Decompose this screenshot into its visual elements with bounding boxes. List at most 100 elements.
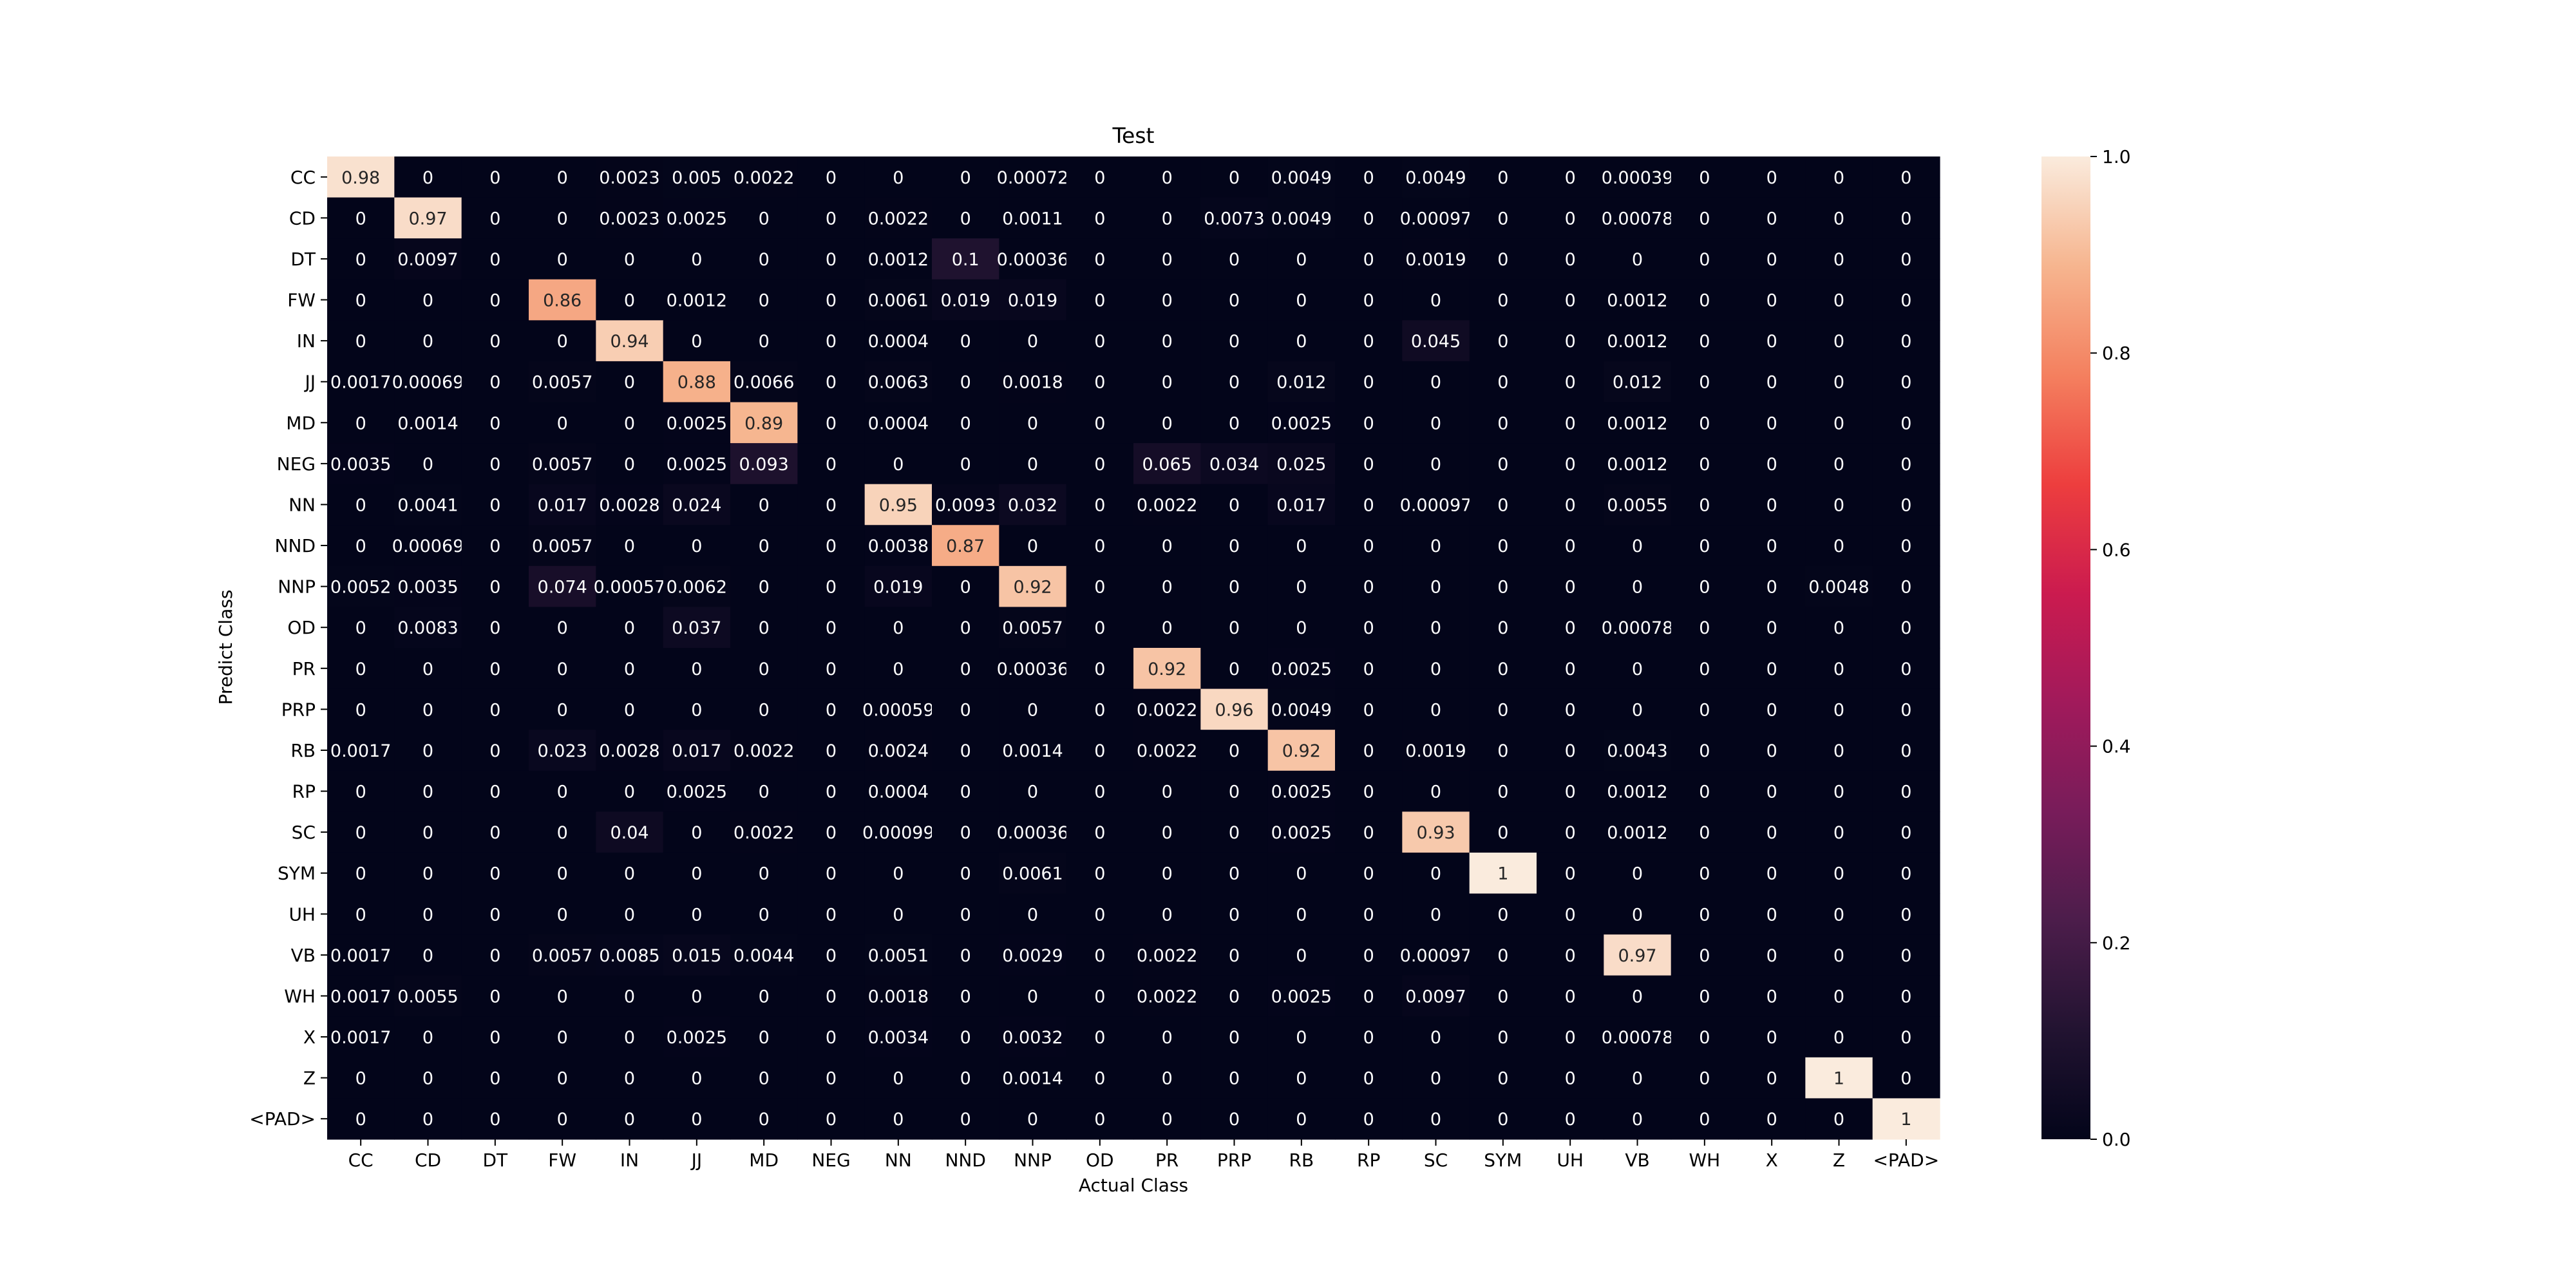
cell-label: 0: [1363, 905, 1374, 925]
heatmap-cell: [327, 648, 395, 690]
cell-label: 0.0023: [599, 209, 659, 229]
cell-label: 0: [1900, 700, 1911, 720]
cell-label: 0: [1565, 250, 1576, 270]
heatmap-cell: [1872, 279, 1940, 321]
heatmap-cell: [327, 238, 395, 280]
cell-label: 0.94: [610, 332, 649, 352]
heatmap-cell: [394, 1057, 462, 1099]
heatmap-cell: [1469, 525, 1537, 567]
heatmap-cell: [1738, 893, 1806, 935]
cell-label: 0.00099: [862, 823, 934, 843]
cell-label: 0: [1296, 578, 1307, 598]
cell-label: 0.0004: [868, 413, 929, 433]
heatmap-cell: [1671, 648, 1739, 690]
heatmap-cell: [529, 279, 596, 321]
cell-label: 0.0049: [1271, 700, 1332, 720]
cell-label: 0: [826, 782, 837, 802]
heatmap-cell: [1469, 361, 1537, 403]
cell-label: 0: [1833, 536, 1844, 556]
heatmap-cell: [1200, 320, 1269, 362]
cell-label: 0: [1162, 782, 1173, 802]
cell-label: 0: [1833, 250, 1844, 270]
heatmap-cell: [932, 730, 999, 772]
cell-label: 0: [759, 905, 770, 925]
cell-label: 0: [1900, 578, 1911, 598]
y-tick-label: DT: [290, 249, 316, 270]
cell-label: 0: [1833, 659, 1844, 679]
cell-label: 0.98: [341, 168, 380, 188]
heatmap-cell: [1200, 484, 1269, 526]
heatmap-cell: [1738, 525, 1806, 567]
cell-label: 0: [1699, 1110, 1710, 1130]
heatmap-cell: [864, 1016, 933, 1058]
heatmap-cell: [394, 730, 462, 772]
heatmap-cell: [327, 402, 395, 444]
colorbar-gradient: [2041, 156, 2090, 1139]
heatmap-cell: [1805, 607, 1873, 649]
cell-label: 0: [1565, 209, 1576, 229]
heatmap-cell: [1604, 1057, 1672, 1099]
heatmap-cell: [1604, 320, 1672, 362]
heatmap-cell: [1066, 893, 1134, 935]
cell-label: 0: [355, 905, 366, 925]
heatmap-cell: [663, 934, 731, 976]
cell-label: 0.0044: [734, 946, 794, 966]
cell-label: 0.0014: [1002, 741, 1063, 761]
heatmap-cell: [730, 1098, 798, 1140]
cell-label: 0.00078: [1602, 209, 1674, 229]
cell-label: 0: [1699, 700, 1710, 720]
cell-label: 0: [960, 782, 971, 802]
cell-label: 0: [960, 168, 971, 188]
cell-label: 0: [355, 413, 366, 433]
cell-label: 0.0022: [868, 209, 929, 229]
heatmap-cell: [461, 893, 529, 935]
heatmap-cell: [1267, 688, 1336, 730]
cell-label: 0: [1766, 987, 1777, 1007]
cell-label: 0.93: [1416, 823, 1455, 843]
x-tick-label: NEG: [811, 1150, 850, 1171]
cell-label: 0: [826, 332, 837, 352]
cell-label: 0.0022: [734, 823, 794, 843]
cell-label: 0.92: [1013, 578, 1052, 598]
heatmap-cell: [1805, 197, 1873, 239]
heatmap-cell: [394, 811, 462, 853]
heatmap-cell: [1267, 1016, 1336, 1058]
cell-label: 0: [1430, 373, 1441, 393]
cell-label: 0.0038: [868, 536, 929, 556]
heatmap-cell: [1738, 197, 1806, 239]
heatmap-cell: [1604, 197, 1672, 239]
colorbar-tick-label: 0.2: [2102, 933, 2131, 954]
cell-label: 0: [1766, 782, 1777, 802]
heatmap-cell: [1267, 730, 1336, 772]
heatmap-cell: [1872, 402, 1940, 444]
cell-label: 0: [1430, 1110, 1441, 1130]
cell-label: 0: [489, 536, 500, 556]
cell-label: 0: [759, 659, 770, 679]
y-tick-label: RB: [290, 740, 316, 761]
cell-label: 0: [1363, 782, 1374, 802]
cell-label: 0: [1766, 455, 1777, 475]
cell-label: 0: [1296, 291, 1307, 311]
cell-label: 0: [1363, 291, 1374, 311]
x-axis-label: Actual Class: [1079, 1175, 1188, 1196]
cell-label: 0.0048: [1808, 578, 1869, 598]
heatmap-cell: [1671, 607, 1739, 649]
cell-label: 0: [1363, 700, 1374, 720]
cell-label: 0: [489, 250, 500, 270]
heatmap-cell: [1335, 1016, 1403, 1058]
cell-label: 0: [1632, 578, 1643, 598]
heatmap-cell: [1604, 852, 1672, 895]
heatmap-cell: [461, 852, 529, 895]
heatmap-cell: [1469, 648, 1537, 690]
heatmap-cell: [1805, 320, 1873, 362]
heatmap-cell: [1537, 730, 1604, 772]
heatmap-cell: [663, 975, 731, 1017]
heatmap-cell: [596, 525, 664, 567]
cell-label: 0: [422, 700, 433, 720]
heatmap-cell: [730, 197, 798, 239]
cell-label: 0.0018: [868, 987, 929, 1007]
heatmap-cell: [999, 525, 1067, 567]
heatmap-cell: [1066, 648, 1134, 690]
heatmap-cell: [1805, 279, 1873, 321]
cell-label: 0: [355, 1110, 366, 1130]
